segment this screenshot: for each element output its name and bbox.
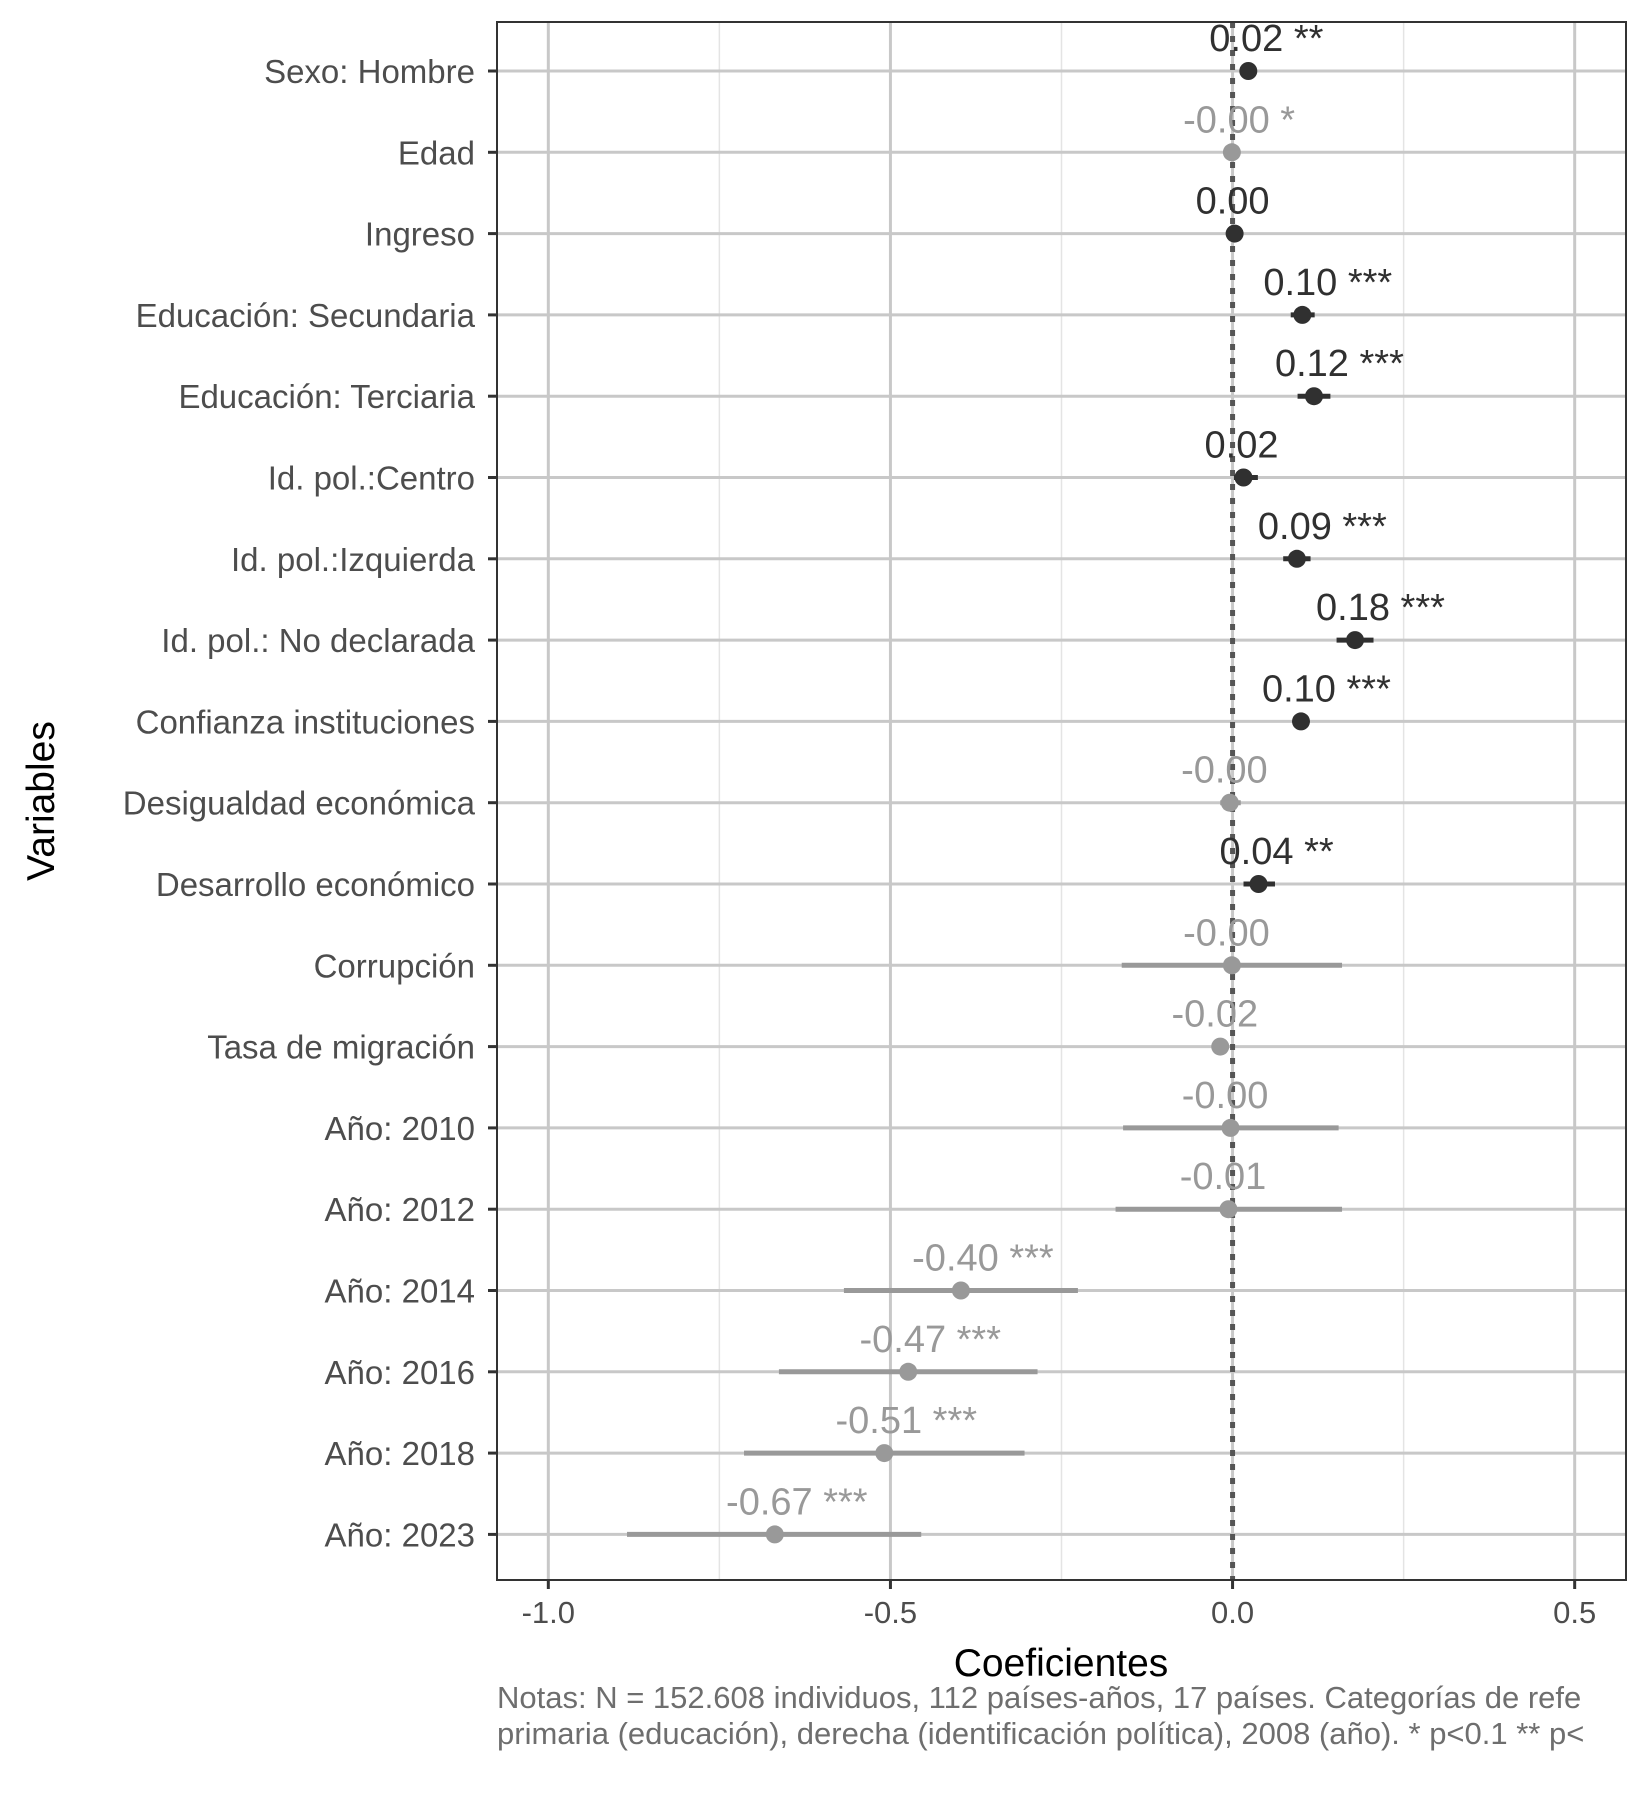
coefficient-point bbox=[1291, 712, 1310, 731]
coefficient-point bbox=[1346, 631, 1365, 650]
y-tick-label: Confianza instituciones bbox=[136, 703, 475, 740]
coefficient-label: 0.02 bbox=[1205, 425, 1279, 467]
coefficient-point bbox=[951, 1281, 970, 1300]
y-tick-label: Año: 2012 bbox=[325, 1191, 475, 1228]
y-tick-label: Id. pol.:Izquierda bbox=[231, 541, 476, 578]
coefficient-point bbox=[1287, 549, 1306, 568]
x-tick-label: 0.0 bbox=[1211, 1595, 1254, 1630]
y-tick-label: Desarrollo económico bbox=[156, 866, 475, 903]
x-tick-label: -0.5 bbox=[864, 1595, 917, 1630]
y-tick-label: Año: 2016 bbox=[325, 1354, 475, 1391]
coefficient-point bbox=[1220, 793, 1239, 812]
coefficient-point bbox=[1239, 62, 1258, 80]
coefficient-point bbox=[1222, 143, 1241, 162]
coefficient-label: 0.10 *** bbox=[1263, 262, 1392, 304]
y-tick-label: Corrupción bbox=[314, 947, 475, 984]
y-tick-label: Educación: Terciaria bbox=[178, 378, 475, 415]
y-tick-label: Tasa de migración bbox=[207, 1029, 475, 1066]
coefficient-point bbox=[1293, 305, 1312, 324]
coefficient-point bbox=[1234, 468, 1253, 487]
coefficient-label: -0.00 bbox=[1182, 1075, 1269, 1117]
x-axis-title: Coeficientes bbox=[954, 1642, 1169, 1685]
coefficient-point bbox=[765, 1525, 784, 1544]
x-tick-label: -1.0 bbox=[522, 1595, 575, 1630]
y-tick-label: Año: 2010 bbox=[325, 1110, 475, 1147]
coefficient-point bbox=[899, 1362, 918, 1381]
y-axis-title: Variables bbox=[20, 721, 63, 881]
footnote-line-1: Notas: N = 152.608 individuos, 112 paíse… bbox=[497, 1680, 1582, 1715]
coefficient-point bbox=[1222, 956, 1241, 975]
coefficient-label: 0.09 *** bbox=[1258, 506, 1387, 548]
coefficient-label: -0.00 bbox=[1181, 750, 1268, 792]
y-tick-label: Ingreso bbox=[365, 216, 475, 253]
footnote-line-2: primaria (educación), derecha (identific… bbox=[497, 1716, 1585, 1751]
coefficient-point bbox=[1304, 387, 1323, 406]
coefficient-label: -0.01 bbox=[1180, 1156, 1267, 1198]
coefficient-label: -0.02 bbox=[1171, 994, 1258, 1036]
y-tick-label: Educación: Secundaria bbox=[136, 297, 476, 334]
y-tick-label: Id. pol.: No declarada bbox=[161, 622, 475, 659]
coefficient-label: -0.67 *** bbox=[726, 1481, 868, 1523]
y-tick-label: Sexo: Hombre bbox=[264, 53, 475, 90]
coefficient-point bbox=[1219, 1200, 1238, 1219]
y-tick-label: Año: 2023 bbox=[325, 1516, 475, 1553]
x-tick-label: 0.5 bbox=[1553, 1595, 1596, 1630]
coefficient-label: -0.00 bbox=[1183, 912, 1270, 954]
y-tick-label: Id. pol.:Centro bbox=[268, 460, 475, 497]
coefficient-point bbox=[1211, 1037, 1230, 1056]
y-tick-label: Año: 2014 bbox=[325, 1273, 475, 1310]
coefficient-label: 0.10 *** bbox=[1262, 668, 1391, 710]
plot-panel-border bbox=[496, 21, 1627, 1581]
y-tick-label: Desigualdad económica bbox=[123, 785, 476, 822]
coefficient-point bbox=[1249, 875, 1268, 893]
coefficient-point bbox=[1225, 224, 1244, 243]
coefficient-point bbox=[1221, 1118, 1240, 1137]
coefficient-label: 0.00 bbox=[1196, 181, 1270, 223]
coefficient-label: -0.51 *** bbox=[836, 1400, 978, 1442]
coefficient-label: -0.00 * bbox=[1183, 99, 1295, 141]
y-tick-label: Edad bbox=[398, 134, 475, 171]
coefficient-label: 0.12 *** bbox=[1275, 343, 1404, 385]
coefficient-label: -0.47 *** bbox=[859, 1319, 1001, 1361]
coefficient-label: -0.40 *** bbox=[912, 1238, 1054, 1280]
coefficient-label: 0.04 ** bbox=[1220, 831, 1334, 873]
coefficient-label: 0.18 *** bbox=[1316, 587, 1445, 629]
coefficient-label: 0.02 ** bbox=[1209, 18, 1323, 60]
y-tick-label: Año: 2018 bbox=[325, 1435, 475, 1472]
coefficient-point bbox=[875, 1444, 894, 1463]
